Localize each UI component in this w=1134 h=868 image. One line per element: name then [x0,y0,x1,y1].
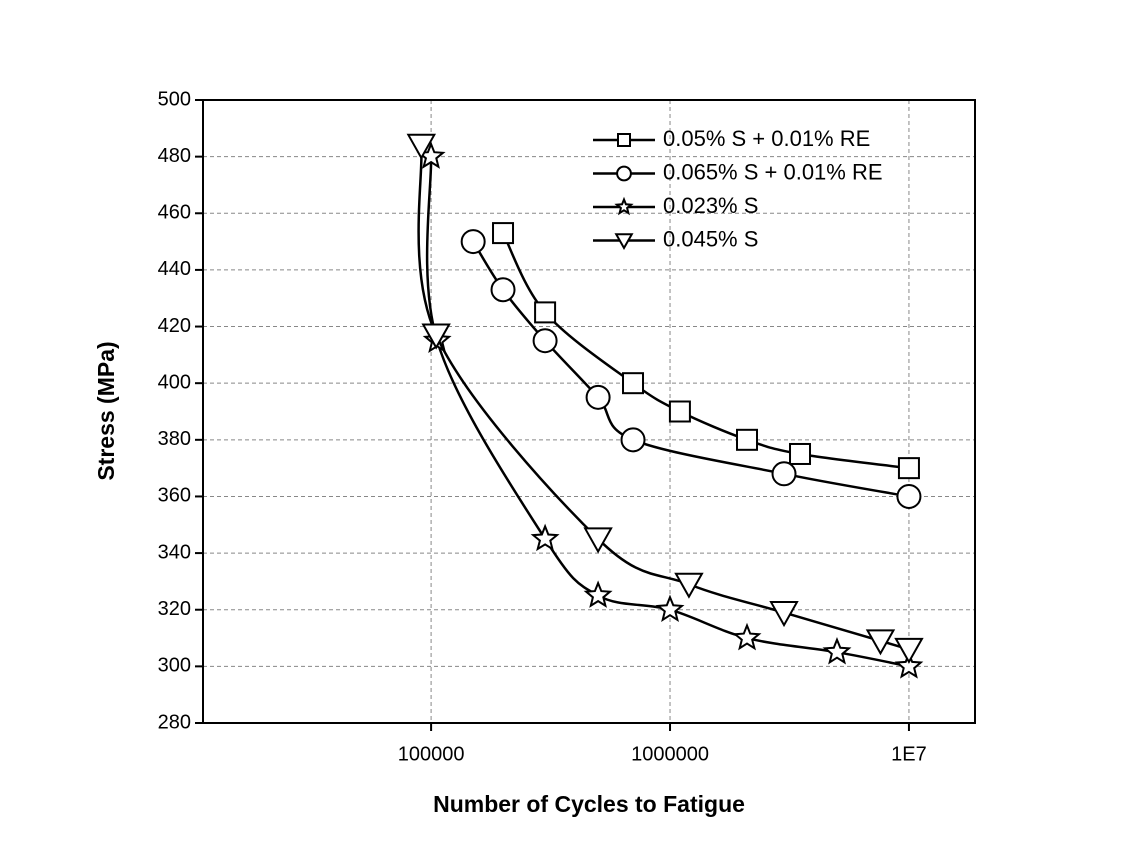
marker-triangle [583,527,613,554]
marker-triangle [769,601,799,628]
marker-circle [490,277,516,303]
marker-triangle [614,233,634,251]
marker-triangle [406,133,437,160]
y-tick-label: 460 [158,202,191,224]
marker-circle [620,427,646,453]
y-tick-label: 500 [158,88,191,110]
marker-triangle [894,637,924,664]
y-tick-label: 360 [158,485,191,507]
marker-square [897,457,920,480]
x-axis-title: Number of Cycles to Fatigue [433,791,745,817]
marker-square [534,301,557,324]
y-tick-label: 400 [158,371,191,393]
x-tick-label: 1000000 [631,743,709,765]
marker-square [622,372,645,395]
y-tick-label: 380 [158,428,191,450]
marker-square [492,222,515,245]
marker-circle [532,328,558,354]
marker-circle [896,483,922,509]
marker-circle [460,229,486,255]
marker-triangle [421,323,451,350]
series-line [472,240,910,498]
marker-circle [585,384,611,410]
plot-frame [202,99,976,724]
marker-star [732,622,762,651]
marker-triangle [674,572,704,599]
y-tick-label: 340 [158,541,191,563]
y-tick-label: 300 [158,655,191,677]
marker-star [614,196,634,216]
series-line [501,232,910,470]
y-axis-title: Stress (MPa) [93,341,119,480]
marker-star [530,523,560,552]
marker-square [668,400,691,423]
legend-label: 0.05% S + 0.01% RE [663,126,870,151]
y-tick-label: 420 [158,315,191,337]
y-tick-label: 480 [158,145,191,167]
marker-circle [771,461,797,487]
marker-triangle [865,629,896,656]
y-tick-label: 440 [158,258,191,280]
legend-label: 0.045% S [663,226,758,251]
marker-square [789,442,812,465]
x-tick-label: 100000 [398,743,465,765]
marker-star [583,580,613,608]
y-tick-label: 280 [158,711,191,733]
x-tick-label: 1E7 [891,743,927,765]
marker-star [822,637,852,665]
marker-star [655,594,685,622]
legend-label: 0.065% S + 0.01% RE [663,159,883,184]
marker-square [617,133,631,147]
marker-star [894,651,924,679]
y-tick-label: 320 [158,598,191,620]
legend-label: 0.023% S [663,193,758,218]
marker-circle [616,165,632,182]
marker-square [736,428,759,451]
series-line [417,145,910,651]
